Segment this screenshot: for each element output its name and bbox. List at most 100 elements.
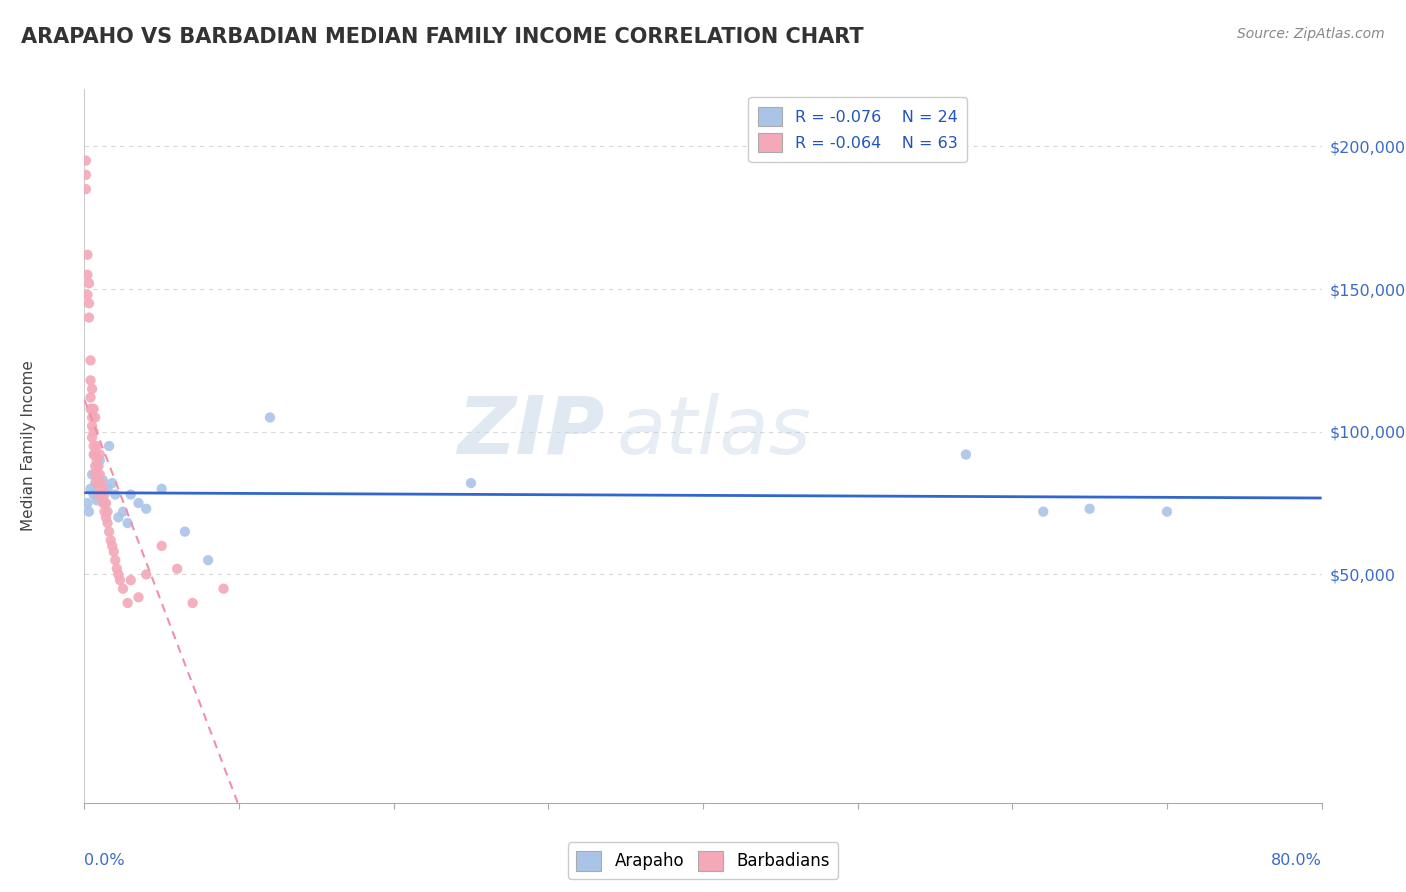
Point	[97, 505, 120, 519]
Point	[107, 510, 129, 524]
Point	[150, 482, 173, 496]
Point	[82, 382, 104, 396]
Point	[197, 553, 219, 567]
Point	[83, 487, 105, 501]
Point	[89, 453, 111, 467]
Text: Median Family Income: Median Family Income	[21, 360, 37, 532]
Point	[100, 533, 122, 548]
Point	[82, 410, 104, 425]
Text: 80.0%: 80.0%	[1271, 853, 1322, 868]
Point	[94, 510, 117, 524]
Point	[98, 524, 121, 539]
Legend: R = -0.076    N = 24, R = -0.064    N = 63: R = -0.076 N = 24, R = -0.064 N = 63	[748, 97, 967, 161]
Point	[82, 401, 104, 416]
Point	[84, 410, 107, 425]
Point	[79, 401, 101, 416]
Point	[89, 467, 111, 482]
Point	[84, 458, 107, 473]
Point	[91, 496, 114, 510]
Point	[101, 476, 124, 491]
Point	[117, 596, 139, 610]
Point	[82, 430, 104, 444]
Point	[91, 482, 114, 496]
Point	[83, 425, 105, 439]
Point	[82, 419, 104, 434]
Point	[1032, 505, 1054, 519]
Point	[83, 448, 105, 462]
Point	[1078, 501, 1101, 516]
Point	[128, 496, 150, 510]
Point	[79, 353, 101, 368]
Point	[84, 467, 107, 482]
Legend: Arapaho, Barbadians: Arapaho, Barbadians	[568, 842, 838, 880]
Point	[86, 493, 108, 508]
Point	[108, 573, 131, 587]
Point	[94, 496, 117, 510]
Point	[79, 373, 101, 387]
Point	[77, 277, 100, 291]
Point	[77, 310, 100, 325]
Point	[93, 505, 115, 519]
Point	[212, 582, 235, 596]
Point	[93, 487, 115, 501]
Point	[76, 496, 98, 510]
Point	[82, 467, 104, 482]
Point	[75, 153, 97, 168]
Point	[86, 439, 108, 453]
Point	[117, 516, 139, 530]
Point	[135, 567, 157, 582]
Text: ARAPAHO VS BARBADIAN MEDIAN FAMILY INCOME CORRELATION CHART: ARAPAHO VS BARBADIAN MEDIAN FAMILY INCOM…	[21, 27, 863, 46]
Point	[103, 544, 125, 558]
Text: 0.0%: 0.0%	[84, 853, 125, 868]
Point	[91, 473, 114, 487]
Point	[90, 487, 112, 501]
Point	[83, 401, 105, 416]
Point	[97, 516, 120, 530]
Point	[75, 182, 97, 196]
Text: Source: ZipAtlas.com: Source: ZipAtlas.com	[1237, 27, 1385, 41]
Point	[90, 476, 112, 491]
Point	[76, 287, 98, 301]
Point	[86, 476, 108, 491]
Point	[128, 591, 150, 605]
Point	[107, 567, 129, 582]
Point	[120, 487, 142, 501]
Point	[135, 501, 157, 516]
Point	[1156, 505, 1178, 519]
Point	[181, 596, 204, 610]
Point	[112, 582, 135, 596]
Point	[112, 505, 135, 519]
Point	[955, 448, 977, 462]
Point	[93, 496, 115, 510]
Point	[89, 482, 111, 496]
Point	[460, 476, 482, 491]
Point	[174, 524, 197, 539]
Point	[98, 439, 121, 453]
Point	[77, 505, 100, 519]
Point	[87, 458, 110, 473]
Point	[84, 476, 107, 491]
Point	[79, 482, 101, 496]
Point	[259, 410, 281, 425]
Point	[76, 268, 98, 282]
Point	[105, 562, 128, 576]
Point	[83, 439, 105, 453]
Point	[76, 248, 98, 262]
Point	[75, 168, 97, 182]
Point	[87, 476, 110, 491]
Point	[166, 562, 188, 576]
Point	[97, 482, 120, 496]
Point	[104, 487, 127, 501]
Point	[77, 296, 100, 310]
Point	[120, 573, 142, 587]
Text: atlas: atlas	[616, 392, 811, 471]
Point	[87, 458, 110, 473]
Point	[84, 448, 107, 462]
Point	[104, 553, 127, 567]
Point	[86, 453, 108, 467]
Text: ZIP: ZIP	[457, 392, 605, 471]
Point	[101, 539, 124, 553]
Point	[87, 487, 110, 501]
Point	[79, 391, 101, 405]
Point	[150, 539, 173, 553]
